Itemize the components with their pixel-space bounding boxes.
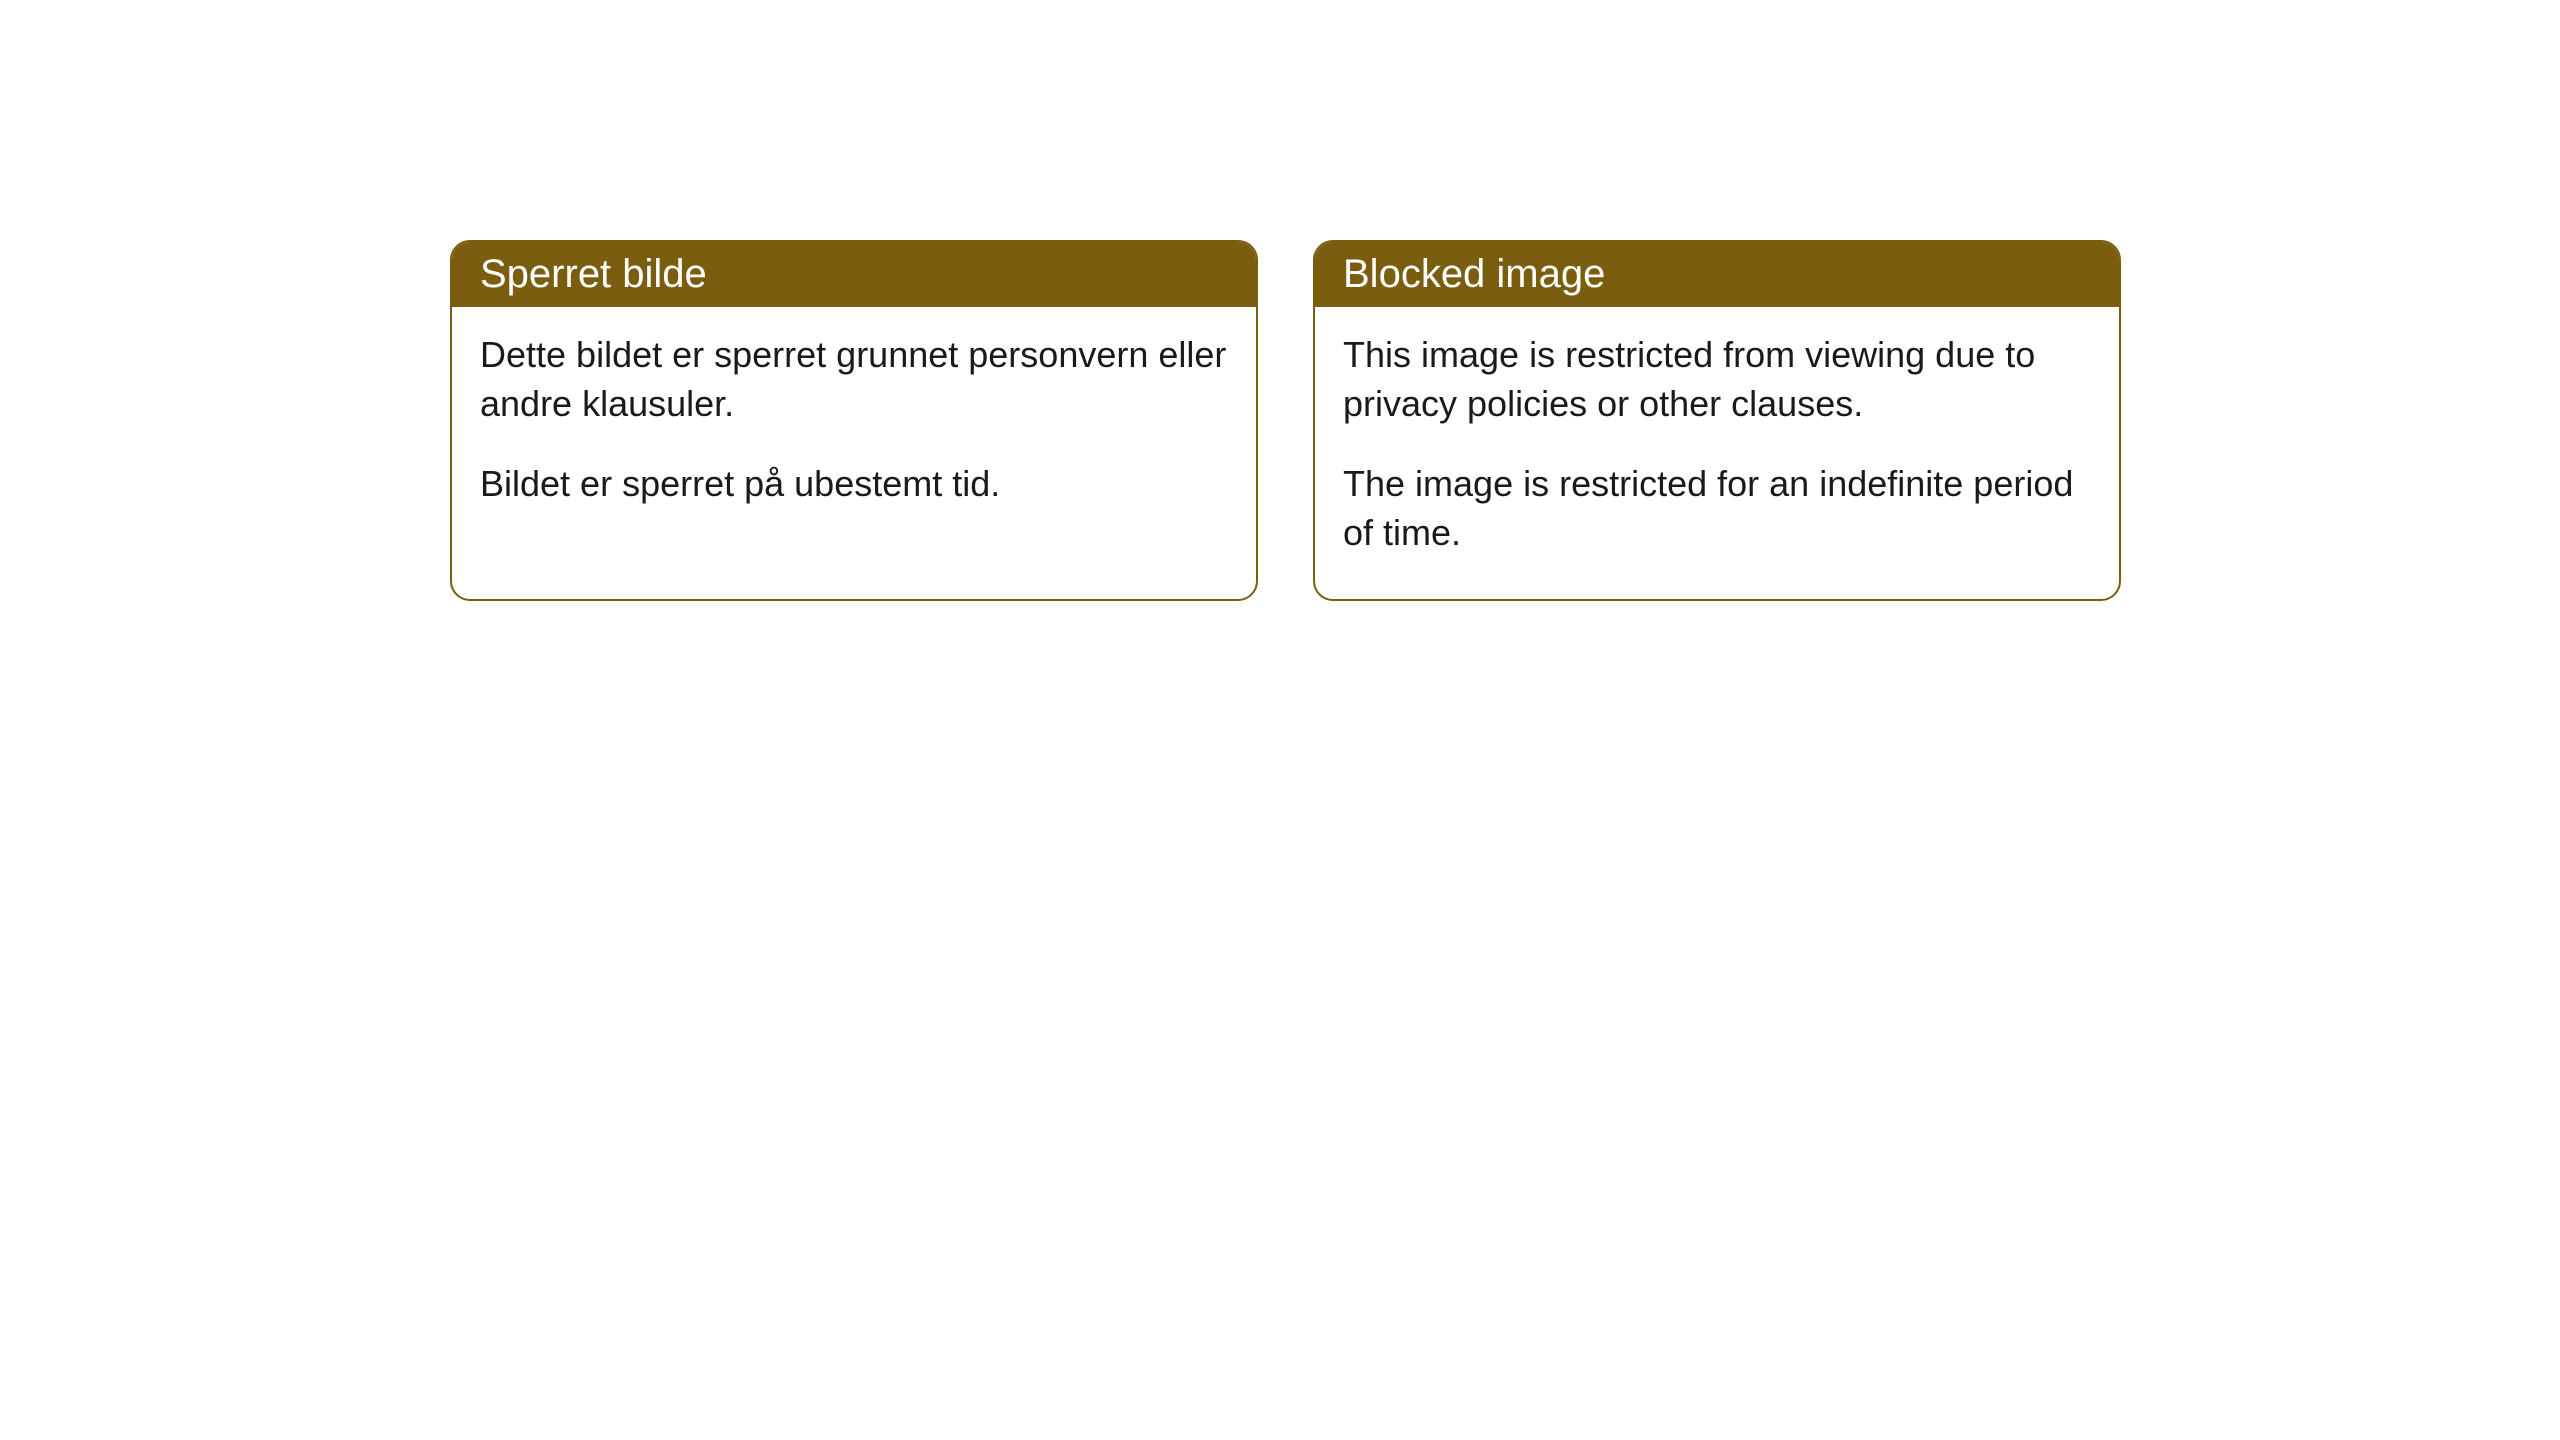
card-paragraph: Dette bildet er sperret grunnet personve… bbox=[480, 331, 1228, 428]
card-body-english: This image is restricted from viewing du… bbox=[1315, 307, 2119, 599]
card-paragraph: This image is restricted from viewing du… bbox=[1343, 331, 2091, 428]
card-title: Blocked image bbox=[1343, 252, 1605, 296]
card-header-english: Blocked image bbox=[1315, 242, 2119, 307]
card-paragraph: The image is restricted for an indefinit… bbox=[1343, 460, 2091, 557]
card-body-norwegian: Dette bildet er sperret grunnet personve… bbox=[452, 307, 1256, 551]
blocked-image-card-english: Blocked image This image is restricted f… bbox=[1313, 240, 2121, 601]
notice-cards-container: Sperret bilde Dette bildet er sperret gr… bbox=[450, 240, 2121, 601]
card-header-norwegian: Sperret bilde bbox=[452, 242, 1256, 307]
card-title: Sperret bilde bbox=[480, 252, 707, 296]
blocked-image-card-norwegian: Sperret bilde Dette bildet er sperret gr… bbox=[450, 240, 1258, 601]
card-paragraph: Bildet er sperret på ubestemt tid. bbox=[480, 460, 1228, 509]
